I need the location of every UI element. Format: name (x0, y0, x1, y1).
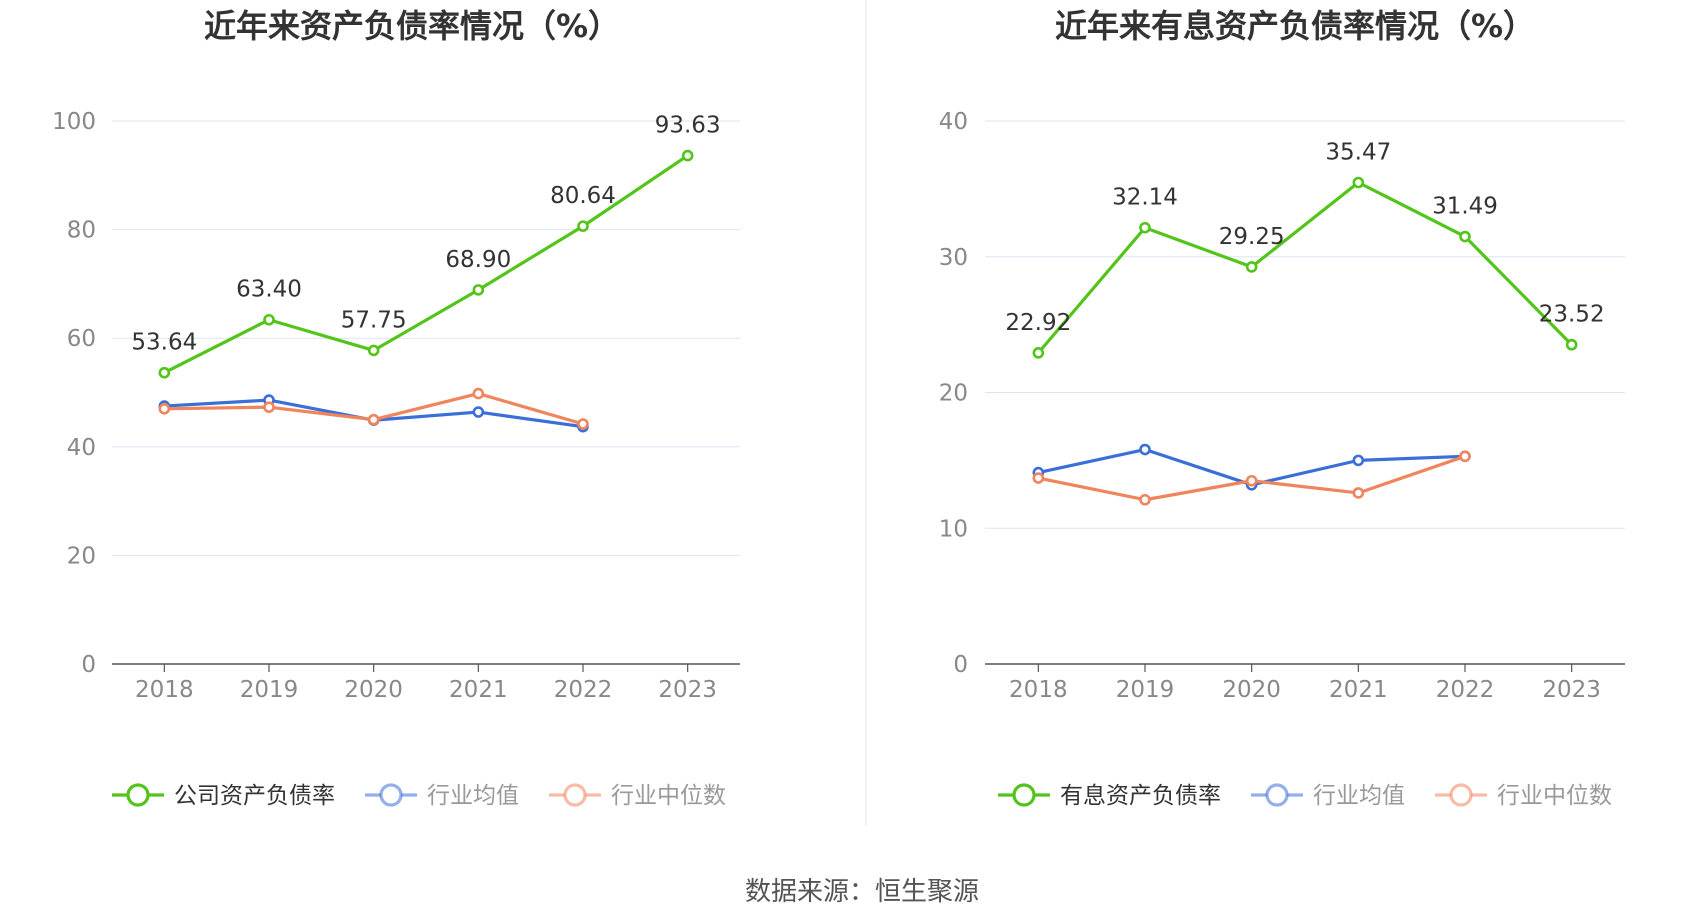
data-point (472, 387, 485, 400)
data-label: 29.25 (1219, 224, 1285, 250)
data-point (158, 402, 171, 415)
y-tick-label: 10 (939, 516, 968, 542)
data-point (1352, 454, 1365, 467)
x-tick-label: 2019 (1116, 677, 1175, 703)
data-point (1245, 474, 1258, 487)
data-point (1565, 338, 1578, 351)
data-label: 57.75 (341, 307, 407, 333)
data-label: 23.52 (1539, 302, 1605, 328)
data-label: 63.40 (236, 277, 302, 303)
data-label: 80.64 (550, 183, 616, 209)
legend-label: 行业中位数 (1497, 783, 1612, 809)
chart-panel-1: 近年来资产负债率情况（%） 0 20 40 60 80 100 2018 2019 2020 202… (52, 7, 740, 809)
legend-marker (379, 783, 403, 807)
legend-item: 行业中位数 (549, 783, 726, 809)
legend-item: 有息资产负债率 (998, 783, 1221, 809)
x-tick-label: 2020 (1222, 677, 1281, 703)
x-tick-label: 2018 (135, 677, 194, 703)
data-point (472, 406, 485, 418)
legend-item: 行业中位数 (1435, 783, 1612, 809)
y-tick-label: 30 (939, 245, 968, 271)
legend-marker (1265, 783, 1289, 807)
data-point (1352, 176, 1365, 189)
data-point (367, 413, 380, 426)
x-tick-label: 2023 (658, 677, 717, 703)
x-tick-label: 2023 (1542, 677, 1601, 703)
data-point (472, 284, 485, 296)
data-point (1245, 261, 1258, 273)
data-point (1459, 450, 1471, 463)
data-point (1139, 493, 1151, 506)
x-tick-label: 2018 (1009, 677, 1068, 703)
data-point (1139, 443, 1151, 456)
data-point (263, 313, 275, 326)
legend-label: 行业中位数 (611, 783, 726, 809)
data-label: 53.64 (131, 330, 197, 356)
y-tick-label: 0 (81, 652, 96, 678)
data-label: 22.92 (1005, 310, 1071, 336)
chart-panel-2: 近年来有息资产负债率情况（%） 0 10 20 30 40 2018 2019 2020 2021… (939, 7, 1625, 809)
data-label: 31.49 (1432, 194, 1498, 220)
x-tick-label: 2019 (240, 677, 299, 703)
legend-item: 行业均值 (365, 783, 519, 809)
data-point (158, 366, 171, 379)
data-point (1352, 487, 1365, 499)
data-label: 93.63 (655, 113, 721, 139)
legend-item: 行业均值 (1251, 783, 1405, 809)
data-point (263, 401, 275, 413)
legend-label: 公司资产负债率 (174, 783, 335, 809)
legend-marker (126, 783, 150, 807)
legend-marker (563, 783, 587, 807)
x-tick-label: 2022 (1436, 677, 1495, 703)
y-tick-label: 0 (953, 652, 968, 678)
data-source-text: 数据来源：恒生聚源 (745, 877, 979, 907)
data-point (577, 220, 589, 232)
data-point (1139, 221, 1151, 234)
data-point (1032, 472, 1045, 484)
data-point (1459, 230, 1471, 243)
data-label: 32.14 (1112, 185, 1178, 211)
data-label: 68.90 (445, 247, 511, 273)
y-tick-label: 40 (939, 109, 968, 135)
y-tick-label: 60 (67, 326, 96, 352)
legend-marker (1449, 783, 1473, 807)
data-label: 35.47 (1325, 139, 1391, 165)
y-tick-label: 80 (67, 218, 96, 244)
data-point (1032, 347, 1045, 359)
legend-label: 行业均值 (1313, 783, 1405, 809)
y-tick-label: 100 (52, 109, 96, 135)
x-tick-label: 2021 (1329, 677, 1388, 703)
data-point (367, 344, 380, 357)
y-tick-label: 20 (67, 543, 96, 569)
legend-label: 行业均值 (427, 783, 519, 809)
y-tick-label: 20 (939, 381, 968, 407)
data-point (681, 149, 694, 162)
x-tick-label: 2022 (554, 677, 613, 703)
data-point (577, 418, 589, 430)
legend-marker (1012, 783, 1036, 807)
legend-label: 有息资产负债率 (1060, 783, 1221, 809)
chart-title: 近年来有息资产负债率情况（%） (1055, 7, 1535, 45)
chart-title: 近年来资产负债率情况（%） (204, 7, 620, 45)
legend-item: 公司资产负债率 (112, 783, 335, 809)
x-tick-label: 2021 (449, 677, 508, 703)
series-line (163, 154, 689, 375)
series-line (1037, 180, 1573, 354)
y-tick-label: 40 (67, 435, 96, 461)
x-tick-label: 2020 (344, 677, 403, 703)
